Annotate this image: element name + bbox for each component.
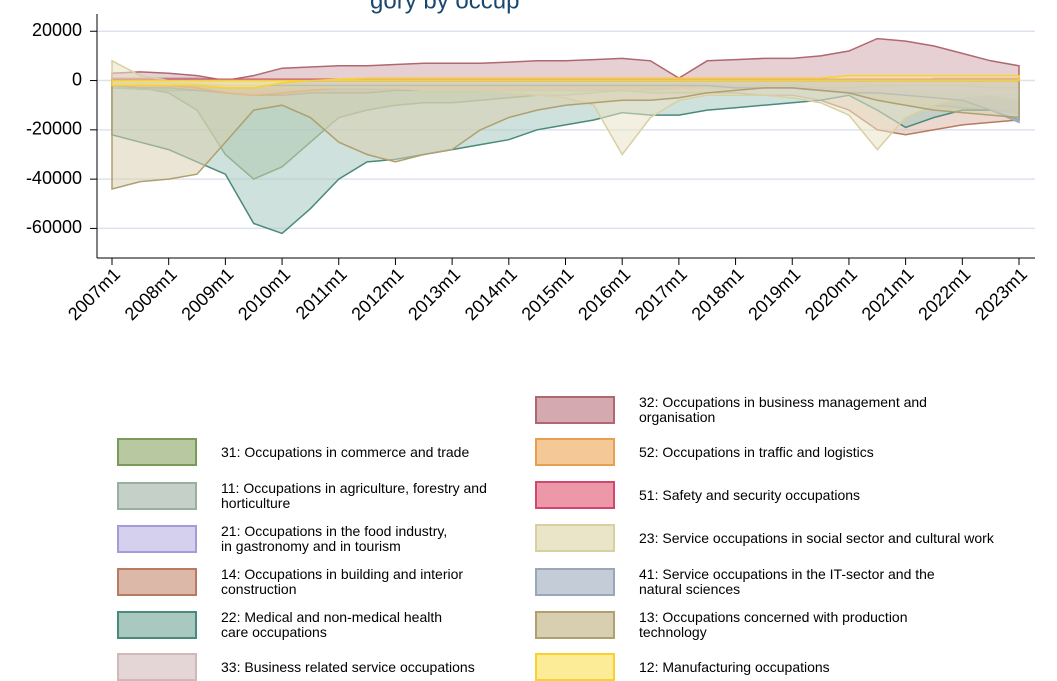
- x-tick-label: 2018m1: [688, 264, 748, 324]
- x-tick-label: 2019m1: [744, 264, 804, 324]
- y-tick-label: 20000: [32, 20, 82, 40]
- legend-swatch: [117, 568, 197, 596]
- chart: gory by occup 20000 0 -20000 -40000 -60000 20…: [26, 0, 1035, 324]
- y-tick-label: -40000: [26, 168, 82, 188]
- legend-label: 32: Occupations in business management a…: [639, 394, 927, 425]
- x-tick-label: 2007m1: [64, 264, 124, 324]
- legend-label: 13: Occupations concerned with productio…: [639, 609, 908, 640]
- x-tick-label: 2010m1: [234, 264, 294, 324]
- legend-item: 13: Occupations concerned with productio…: [535, 610, 908, 640]
- x-tick-label: 2022m1: [914, 264, 974, 324]
- area: [111, 37, 1020, 82]
- legend-item: 51: Safety and security occupations: [535, 481, 860, 509]
- x-tick-label: 2020m1: [801, 264, 861, 324]
- legend-item: 21: Occupations in the food industry, in…: [117, 524, 447, 554]
- legend-item: 52: Occupations in traffic and logistics: [535, 438, 874, 466]
- legend-label: 22: Medical and non-medical health care …: [221, 609, 443, 640]
- legend-swatch: [117, 653, 197, 681]
- x-tick-label: 2021m1: [858, 264, 918, 324]
- y-tick-label: -20000: [26, 119, 82, 139]
- x-tick-label: 2015m1: [518, 264, 578, 324]
- area: [111, 79, 1020, 190]
- legend-swatch: [535, 524, 615, 552]
- x-tick-label: 2023m1: [971, 264, 1031, 324]
- legend-swatch: [535, 653, 615, 681]
- legend-label: 23: Service occupations in social sector…: [639, 529, 994, 546]
- x-tick-label: 2013m1: [404, 264, 464, 324]
- legend-swatch: [535, 396, 615, 424]
- legend-item: 11: Occupations in agriculture, forestry…: [117, 481, 487, 511]
- legend-item: 14: Occupations in building and interior…: [117, 567, 463, 597]
- legend-swatch: [117, 525, 197, 553]
- legend-item: 12: Manufacturing occupations: [535, 653, 830, 681]
- legend-swatch: [535, 568, 615, 596]
- x-tick-label: 2008m1: [121, 264, 181, 324]
- legend-label: 41: Service occupations in the IT-sector…: [639, 566, 935, 597]
- x-tick-label: 2014m1: [461, 264, 521, 324]
- legend-label: 52: Occupations in traffic and logistics: [639, 443, 874, 460]
- y-tick-label: 0: [72, 69, 82, 89]
- legend-label: 12: Manufacturing occupations: [639, 658, 830, 675]
- x-tick-label: 2011m1: [292, 264, 351, 323]
- area: [111, 74, 1020, 89]
- legend-item: 31: Occupations in commerce and trade: [117, 438, 469, 466]
- legend-item: 33: Business related service occupations: [117, 653, 475, 681]
- legend-item: 22: Medical and non-medical health care …: [117, 610, 442, 640]
- x-tick-label: 2017m1: [631, 264, 691, 324]
- legend-swatch: [535, 611, 615, 639]
- legend-item: 23: Service occupations in social sector…: [535, 524, 994, 552]
- legend-label: 11: Occupations in agriculture, forestry…: [221, 480, 487, 511]
- legend-swatch: [535, 481, 615, 509]
- legend-label: 14: Occupations in building and interior…: [221, 566, 464, 597]
- x-tick-label: 2016m1: [574, 264, 634, 324]
- y-tick-label: -60000: [26, 217, 82, 237]
- legend-label: 31: Occupations in commerce and trade: [221, 443, 470, 460]
- x-tick-label: 2009m1: [177, 264, 237, 324]
- legend-label: 33: Business related service occupations: [221, 658, 475, 675]
- legend-swatch: [535, 438, 615, 466]
- chart-title: gory by occup: [370, 0, 519, 14]
- legend-item: 41: Service occupations in the IT-sector…: [535, 567, 935, 597]
- legend-label: 51: Safety and security occupations: [639, 486, 861, 503]
- legend-swatch: [117, 438, 197, 466]
- x-tick-label: 2012m1: [347, 264, 407, 324]
- legend-swatch: [117, 482, 197, 510]
- legend-item: 32: Occupations in business management a…: [535, 395, 927, 425]
- legend-swatch: [117, 611, 197, 639]
- legend-label: 21: Occupations in the food industry, in…: [221, 523, 448, 554]
